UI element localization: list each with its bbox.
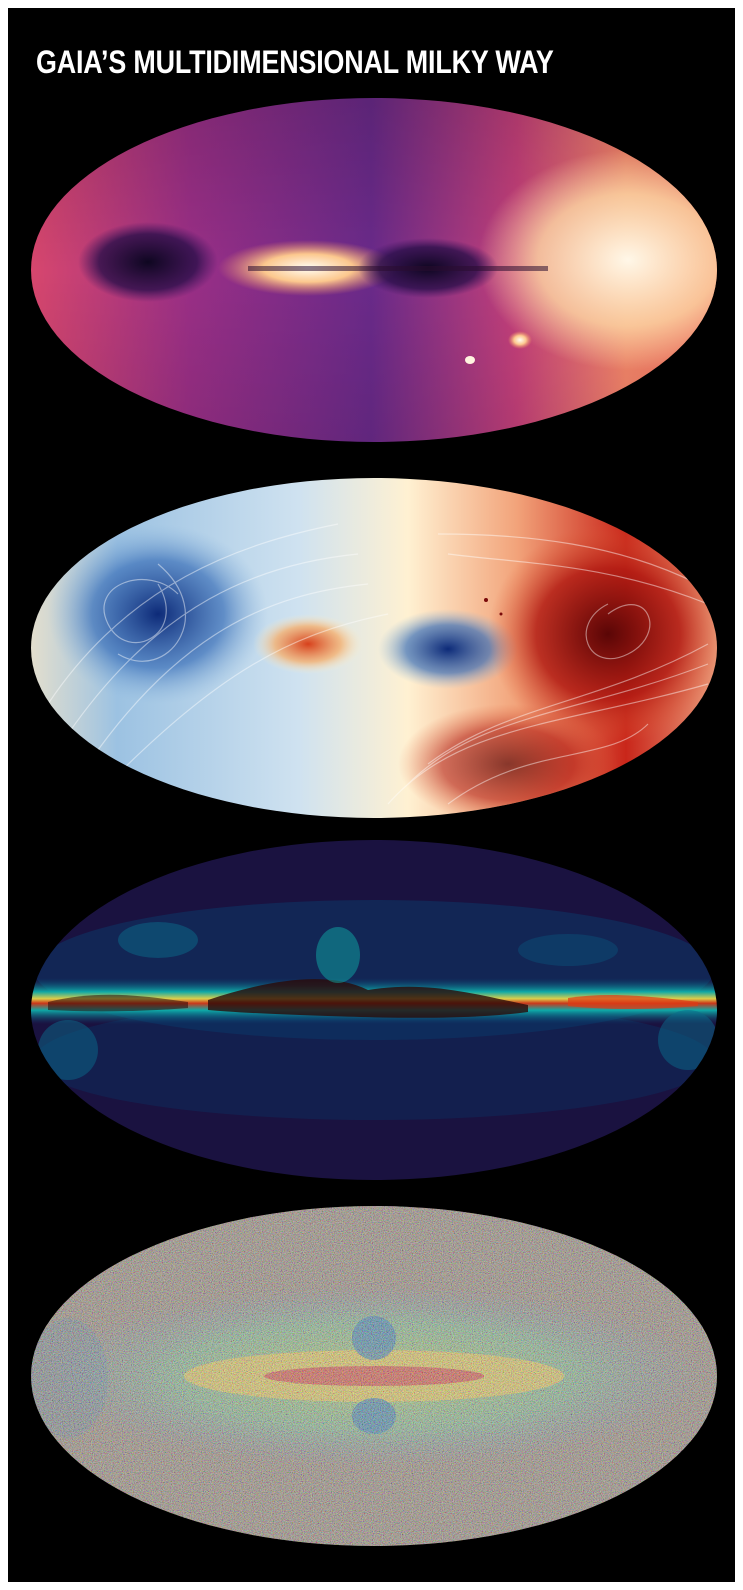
sky-map-stellar-motion [31, 478, 717, 818]
page-title: GAIA’S MULTIDIMENSIONAL MILKY WAY [36, 44, 554, 80]
sky-map-stellar-density [31, 98, 717, 442]
sky-map-metallicity [31, 1206, 717, 1546]
black-panel: GAIA’S MULTIDIMENSIONAL MILKY WAY [8, 8, 735, 1582]
sky-map-dust [31, 840, 717, 1180]
